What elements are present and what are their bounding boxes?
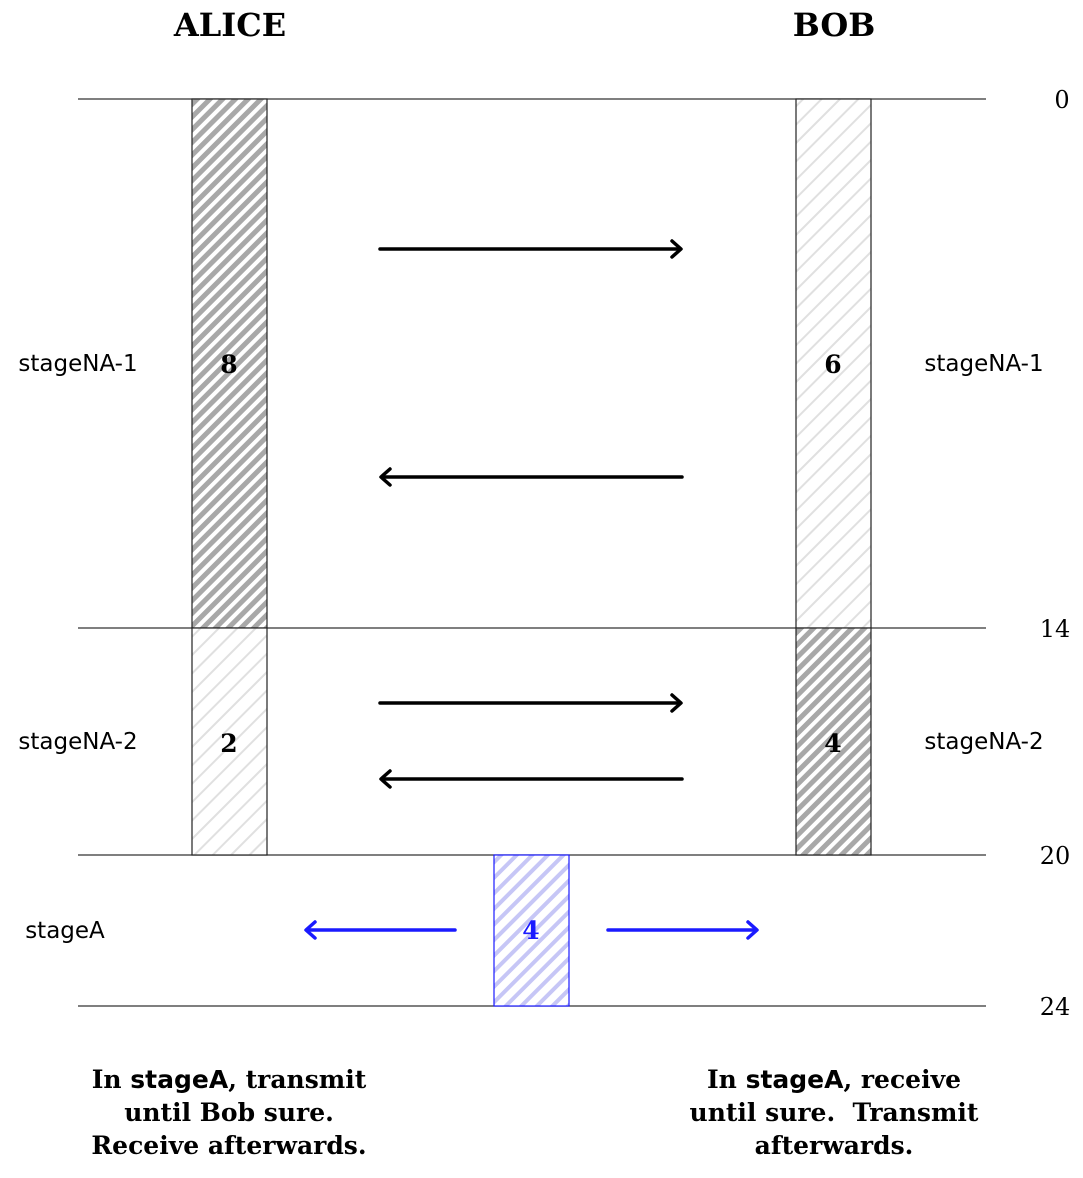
time-mark-20: 20 [1040, 842, 1071, 870]
alice-stage-na2-block [191, 627, 268, 856]
arrow-left-na1 [379, 467, 684, 487]
bob-stage-na2-block [795, 627, 872, 856]
arrow-left-stage-a [304, 920, 457, 940]
stage-a-keyword: stageA [745, 1065, 844, 1094]
stage-na2-right-label: stageNA-2 [924, 729, 1043, 755]
time-mark-24: 24 [1040, 993, 1071, 1021]
time-mark-14: 14 [1040, 615, 1071, 643]
arrow-right-na1 [378, 239, 683, 259]
alice-stage-na1-block [191, 98, 268, 629]
bob-caption-line1: In stageA, receive [706, 1065, 962, 1094]
arrow-right-na2 [378, 693, 683, 713]
time-mark-0: 0 [1054, 86, 1069, 114]
bob-stage-na1-block [795, 98, 872, 629]
bob-caption-line2: until sure. Transmit [689, 1098, 979, 1127]
arrow-left-na2 [379, 769, 684, 789]
stage-na1-right-label: stageNA-1 [924, 351, 1043, 377]
alice-caption-line2: until Bob sure. [124, 1098, 334, 1127]
alice-header: ALICE [173, 6, 286, 44]
alice-caption-line3: Receive afterwards. [91, 1131, 367, 1160]
stage-na1-left-label: stageNA-1 [18, 351, 137, 377]
stage-a-keyword: stageA [130, 1065, 229, 1094]
alice-na2-value: 2 [220, 729, 237, 758]
arrow-right-stage-a [606, 920, 759, 940]
stage-a-block [493, 854, 570, 1007]
stage-a-left-label: stageA [25, 918, 105, 944]
alice-caption-line1: In stageA, transmit [91, 1065, 367, 1094]
bob-caption-line3: afterwards. [754, 1131, 914, 1160]
alice-na1-value: 8 [220, 350, 237, 379]
alice-caption: In stageA, transmit until Bob sure. Rece… [48, 1063, 410, 1162]
bob-caption: In stageA, receive until sure. Transmit … [653, 1063, 1015, 1162]
bob-na1-value: 6 [824, 350, 841, 379]
bob-header: BOB [793, 6, 876, 44]
bob-na2-value: 4 [824, 729, 841, 758]
stage-na2-left-label: stageNA-2 [18, 729, 137, 755]
stage-a-value: 4 [522, 916, 539, 945]
